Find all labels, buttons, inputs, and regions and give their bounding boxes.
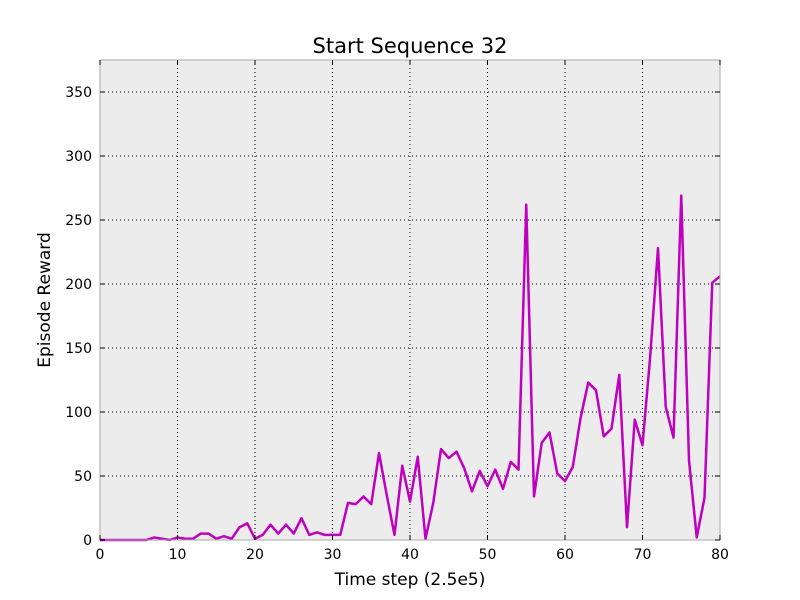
x-tick-label: 0 [96, 547, 105, 563]
y-tick-label: 300 [65, 149, 92, 165]
y-tick-label: 200 [65, 277, 92, 293]
chart-title: Start Sequence 32 [313, 34, 508, 58]
axis-ticks: 0 10 20 30 40 50 60 70 80 0 50 100 150 200 250 300 350 [65, 60, 729, 563]
x-tick-label: 40 [401, 547, 419, 563]
x-tick-label: 10 [169, 547, 187, 563]
x-tick-label: 50 [479, 547, 497, 563]
y-axis-label: Episode Reward [35, 232, 55, 367]
y-tick-label: 150 [65, 341, 92, 357]
y-tick-label: 350 [65, 85, 92, 101]
x-tick-label: 80 [711, 547, 729, 563]
y-tick-label: 100 [65, 405, 92, 421]
y-tick-label: 250 [65, 213, 92, 229]
x-tick-label: 30 [324, 547, 342, 563]
series-line [100, 194, 721, 542]
x-tick-label: 60 [556, 547, 574, 563]
grid-lines [99, 60, 721, 541]
y-tick-label: 0 [83, 533, 92, 549]
x-axis-label: Time step (2.5e5) [334, 570, 486, 590]
x-tick-label: 20 [246, 547, 264, 563]
x-tick-label: 70 [634, 547, 652, 563]
y-tick-label: 50 [74, 469, 92, 485]
